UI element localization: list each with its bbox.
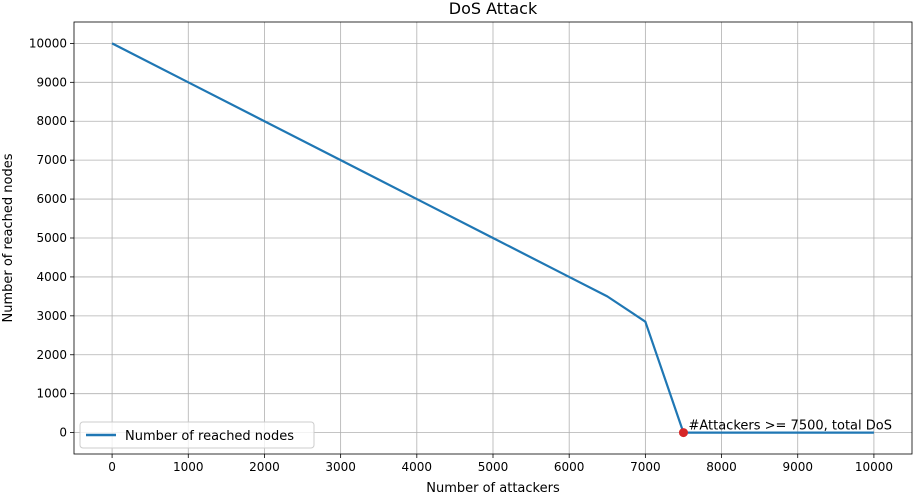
y-tick-label: 4000 [36, 270, 67, 284]
x-axis-label: Number of attackers [426, 481, 560, 496]
y-tick-label: 3000 [36, 309, 67, 323]
x-tick-label: 4000 [402, 460, 433, 474]
x-tick-label: 6000 [554, 460, 585, 474]
legend-label: Number of reached nodes [125, 429, 294, 444]
y-tick-label: 1000 [36, 387, 67, 401]
y-tick-label: 5000 [36, 231, 67, 245]
y-tick-label: 10000 [29, 36, 67, 50]
y-axis-label: Number of reached nodes [1, 153, 16, 322]
legend-box [79, 421, 315, 449]
y-tick-label: 7000 [36, 153, 67, 167]
x-tick-label: 10000 [855, 460, 893, 474]
y-tick-label: 0 [59, 426, 67, 440]
series-line [111, 42, 874, 434]
tick-layer: 0 1000 2000 3000 4000 5000 6000 7000 8000 9000 100… [29, 36, 893, 474]
x-tick-label: 8000 [706, 460, 737, 474]
y-tick-label: 6000 [36, 192, 67, 206]
x-tick-label: 5000 [478, 460, 509, 474]
annotation-text: #Attackers >= 7500, total DoS [688, 419, 892, 434]
annotation-marker [678, 428, 688, 438]
plot-frame [73, 21, 913, 455]
y-tick-label: 2000 [36, 348, 67, 362]
x-tick-label: 1000 [173, 460, 204, 474]
x-tick-label: 9000 [782, 460, 813, 474]
x-tick-label: 3000 [325, 460, 356, 474]
legend: Number of reached nodes [79, 421, 315, 449]
chart-title: DoS Attack [449, 0, 538, 18]
x-tick-label: 7000 [630, 460, 661, 474]
x-tick-label: 0 [108, 460, 116, 474]
y-tick-label: 8000 [36, 114, 67, 128]
x-tick-label: 2000 [249, 460, 280, 474]
y-tick-label: 9000 [36, 75, 67, 89]
series-layer [111, 42, 874, 438]
